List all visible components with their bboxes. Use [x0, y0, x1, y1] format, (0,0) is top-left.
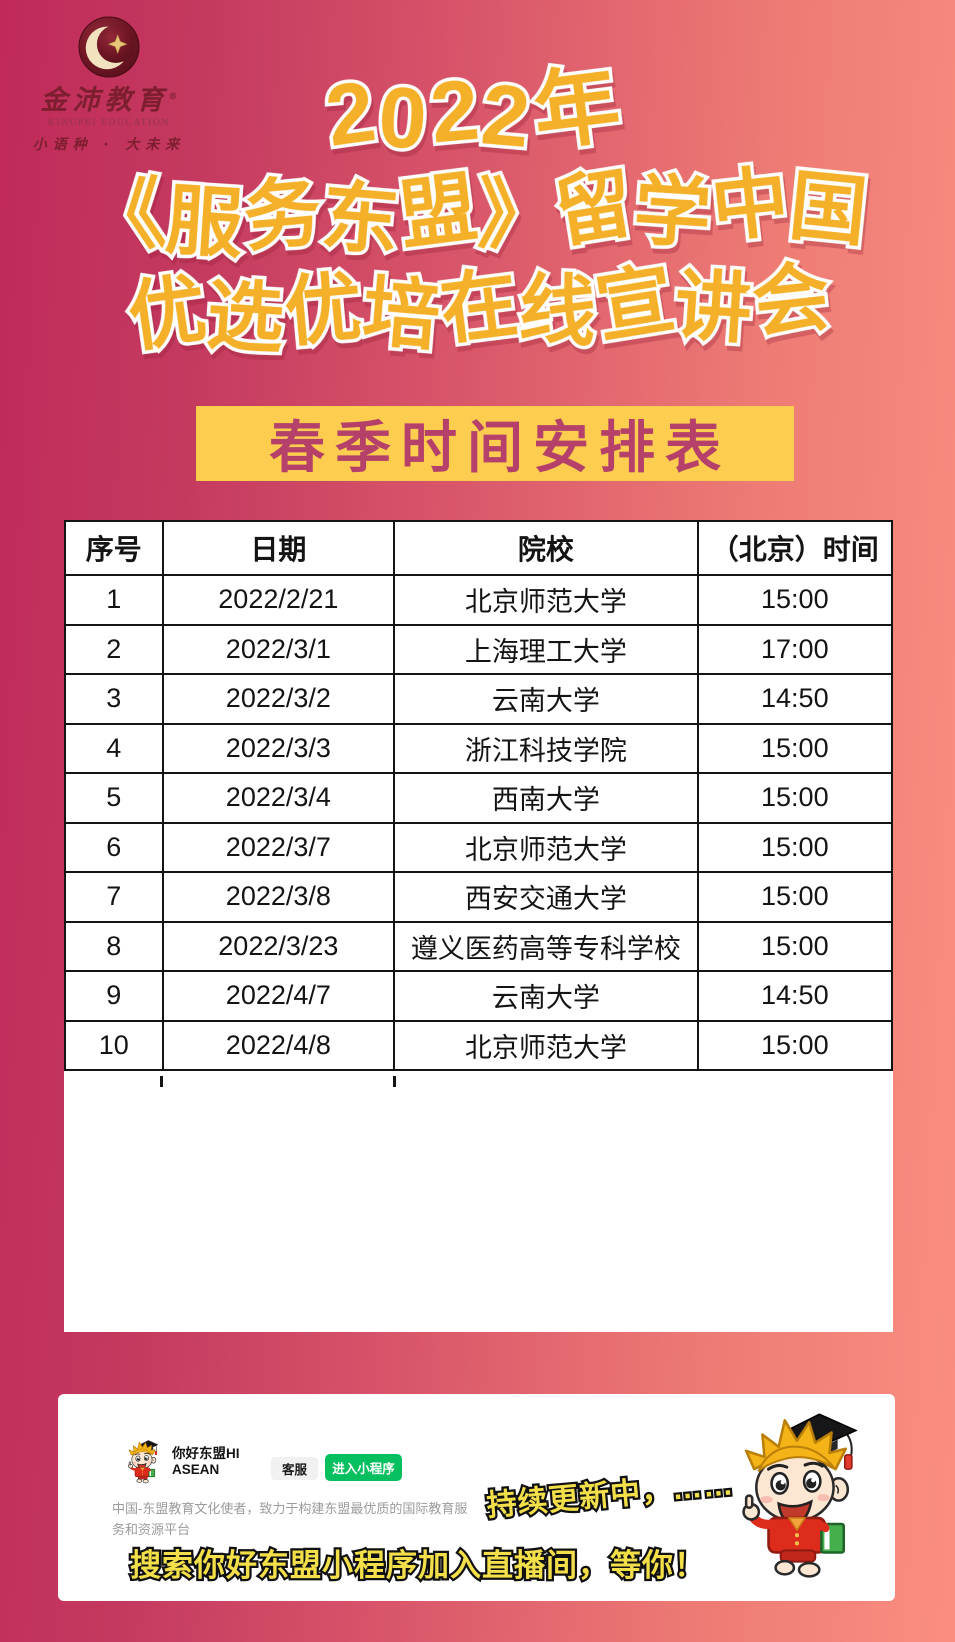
table-row: 1 2022/2/21 北京师范大学 15:00 [64, 574, 894, 626]
table-cell: 2022/2/21 [161, 574, 396, 626]
miniprogram-card: 你好东盟HI ASEAN 客服 进入小程序 中国-东盟教育文化使者，致力于构建东… [58, 1394, 895, 1601]
table-row: 7 2022/3/8 西安交通大学 15:00 [64, 871, 894, 923]
table-row: 5 2022/3/4 西南大学 15:00 [64, 772, 894, 824]
table-cell: 2022/4/7 [161, 970, 396, 1022]
table-header-row: 序号 日期 院校 （北京）时间 [64, 520, 894, 576]
table-cell: 14:50 [696, 673, 894, 725]
table-cell: 14:50 [696, 970, 894, 1022]
schedule-table-body: 1 2022/2/21 北京师范大学 15:00 2 2022/3/1 上海理工大学 17:0… [64, 574, 894, 1071]
enter-miniprogram-button[interactable]: 进入小程序 [325, 1454, 402, 1481]
header-date: 日期 [161, 520, 396, 576]
table-row: 2 2022/3/1 上海理工大学 17:00 [64, 623, 894, 675]
table-cell: 6 [64, 821, 164, 873]
table-cell: 2022/3/4 [161, 772, 396, 824]
table-cell: 1 [64, 574, 164, 626]
table-cell: 2022/3/7 [161, 821, 396, 873]
table-cell: 北京师范大学 [393, 574, 699, 626]
kingpei-logo: 金沛教育® KINGPEI EDUCATION 小语种 · 大未来 [26, 16, 192, 154]
table-cell: 上海理工大学 [393, 623, 699, 675]
table-cell: 7 [64, 871, 164, 923]
table-cell: 8 [64, 920, 164, 972]
header-school: 院校 [393, 520, 699, 576]
table-cell: 15:00 [696, 772, 894, 824]
table-cell: 浙江科技学院 [393, 722, 699, 774]
table-cell: 西南大学 [393, 772, 699, 824]
mascot-illustration [738, 1406, 860, 1579]
table-border-artifact [160, 1076, 163, 1087]
table-cell: 西安交通大学 [393, 871, 699, 923]
table-cell: 15:00 [696, 722, 894, 774]
table-cell: 10 [64, 1019, 164, 1071]
miniprogram-description: 中国-东盟教育文化使者，致力于构建东盟最优质的国际教育服务和资源平台 [112, 1501, 468, 1537]
crescent-star-icon [78, 16, 140, 78]
table-cell: 4 [64, 722, 164, 774]
updating-note: 持续更新中，…… [483, 1466, 737, 1525]
table-row: 9 2022/4/7 云南大学 14:50 [64, 970, 894, 1022]
table-row: 4 2022/3/3 浙江科技学院 15:00 [64, 722, 894, 774]
table-cell: 北京师范大学 [393, 1019, 699, 1071]
table-cell: 3 [64, 673, 164, 725]
poster-title-line1: 2022年 [316, 52, 633, 172]
search-cta: 搜索你好东盟小程序加入直播间，等你！ [128, 1546, 708, 1586]
poster-title-line3: 优选优培在线宣讲会 [119, 250, 838, 367]
schedule-panel: 序号 日期 院校 （北京）时间 1 2022/2/21 北京师范大学 15:00 2 20… [64, 520, 894, 1332]
table-cell: 15:00 [696, 871, 894, 923]
miniprogram-avatar [127, 1438, 159, 1484]
table-cell: 15:00 [696, 920, 894, 972]
table-cell: 15:00 [696, 821, 894, 873]
table-cell: 2 [64, 623, 164, 675]
table-cell: 2022/3/8 [161, 871, 396, 923]
table-cell: 17:00 [696, 623, 894, 675]
miniprogram-title-line2: ASEAN [172, 1462, 220, 1477]
logo-slogan: 小语种 · 大未来 [32, 137, 186, 153]
table-cell: 遵义医药高等专科学校 [393, 920, 699, 972]
schedule-table: 序号 日期 院校 （北京）时间 1 2022/2/21 北京师范大学 15:00 2 20… [64, 520, 894, 1071]
table-row: 3 2022/3/2 云南大学 14:50 [64, 673, 894, 725]
table-cell: 2022/4/8 [161, 1019, 396, 1071]
table-cell: 2022/3/2 [161, 673, 396, 725]
table-row: 10 2022/4/8 北京师范大学 15:00 [64, 1019, 894, 1071]
table-cell: 云南大学 [393, 970, 699, 1022]
registered-mark: ® [168, 92, 178, 102]
logo-name-en: KINGPEI EDUCATION [48, 118, 170, 128]
table-cell: 2022/3/3 [161, 722, 396, 774]
table-border-artifact [393, 1076, 396, 1087]
table-cell: 9 [64, 970, 164, 1022]
table-cell: 2022/3/1 [161, 623, 396, 675]
poster-title: 2022年 《服务东盟》留学中国 优选优培在线宣讲会 [0, 52, 955, 368]
table-row: 8 2022/3/23 遵义医药高等专科学校 15:00 [64, 920, 894, 972]
table-cell: 2022/3/23 [161, 920, 396, 972]
table-cell: 15:00 [696, 1019, 894, 1071]
customer-service-button[interactable]: 客服 [271, 1457, 318, 1480]
miniprogram-title-line1: 你好东盟HI [172, 1446, 240, 1461]
logo-name-cn: 金沛教育® [40, 85, 178, 116]
table-cell: 北京师范大学 [393, 821, 699, 873]
table-row: 6 2022/3/7 北京师范大学 15:00 [64, 821, 894, 873]
table-cell: 15:00 [696, 574, 894, 626]
table-cell: 5 [64, 772, 164, 824]
header-serial: 序号 [64, 520, 164, 576]
table-cell: 云南大学 [393, 673, 699, 725]
season-banner: 春季时间安排表 [196, 406, 794, 481]
miniprogram-title: 你好东盟HI ASEAN [172, 1446, 240, 1478]
header-time: （北京）时间 [696, 520, 894, 576]
